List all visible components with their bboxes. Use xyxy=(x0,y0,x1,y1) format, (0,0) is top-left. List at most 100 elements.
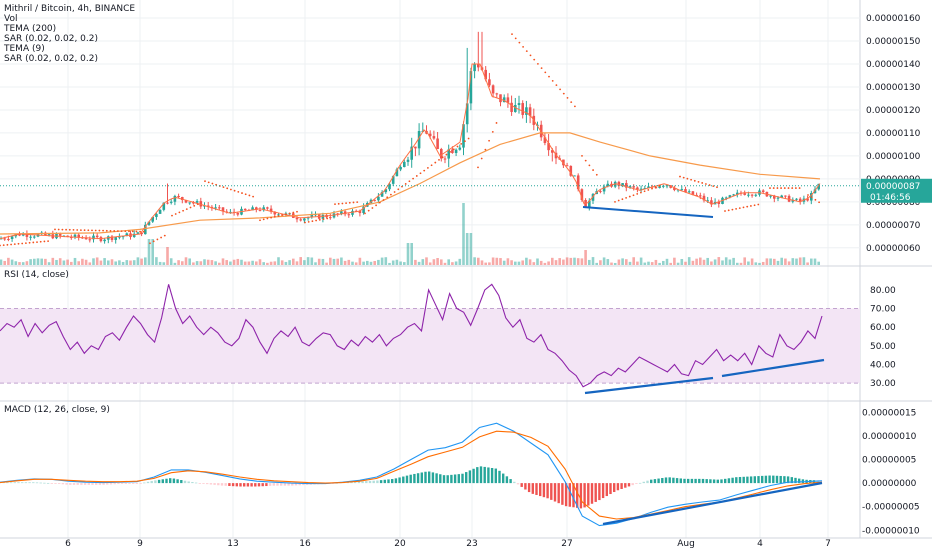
candle-body xyxy=(162,202,166,210)
macd-histogram-bar xyxy=(187,481,190,484)
candle-body xyxy=(573,175,576,177)
volume-bar xyxy=(458,258,462,265)
volume-bar xyxy=(144,257,147,265)
macd-histogram-bar xyxy=(95,483,98,485)
price-badge xyxy=(861,178,932,203)
candle-body xyxy=(399,167,402,170)
candle-body xyxy=(428,133,432,137)
macd-histogram-bar xyxy=(261,483,264,487)
volume-bar xyxy=(343,260,347,265)
study-tema-9[interactable]: TEMA (9) xyxy=(4,44,45,54)
volume-bar xyxy=(724,257,728,265)
volume-bar xyxy=(295,261,299,265)
candle-body xyxy=(358,211,362,214)
macd-histogram-bar xyxy=(83,483,87,485)
volume-bar xyxy=(721,260,724,265)
macd-histogram-bar xyxy=(272,483,275,486)
candle-body xyxy=(621,183,624,186)
time-axis[interactable]: 6 9 13 16 20 23 27 Aug 4 7 xyxy=(65,539,831,549)
study-sar-2[interactable]: SAR (0.02, 0.02, 0.2) xyxy=(4,54,99,64)
rsi-legend[interactable]: RSI (14, close) xyxy=(4,270,69,280)
volume-bar xyxy=(269,261,273,265)
candle-body xyxy=(780,195,783,198)
study-tema-200[interactable]: TEMA (200) xyxy=(4,24,57,34)
rsi-pane[interactable] xyxy=(0,283,860,395)
study-vol[interactable]: Vol xyxy=(4,14,18,24)
candle-body xyxy=(88,239,92,241)
volume-bar xyxy=(110,259,114,265)
macd-histogram-bar xyxy=(509,479,512,484)
volume-bar xyxy=(58,258,62,265)
macd-legend[interactable]: MACD (12, 26, close, 9) xyxy=(4,405,110,415)
candle-body xyxy=(454,149,458,154)
candle-body xyxy=(717,201,721,204)
volume-bar xyxy=(188,258,191,265)
candle-body xyxy=(362,206,365,214)
candle-body xyxy=(473,64,476,72)
sar-dot xyxy=(679,175,681,178)
volume-bar xyxy=(443,262,447,265)
candle-body xyxy=(7,238,10,240)
volume-bar xyxy=(732,257,735,265)
sar-dot xyxy=(708,184,711,186)
macd-histogram-bar xyxy=(109,483,113,485)
candle-body xyxy=(695,194,698,196)
volume-bar xyxy=(551,257,554,265)
sar-dot xyxy=(378,201,381,204)
candle-body xyxy=(462,124,465,148)
sar-dot xyxy=(438,159,440,161)
volume-bar xyxy=(399,261,402,265)
candle-body xyxy=(140,232,143,235)
macd-histogram-bar xyxy=(516,483,520,485)
volume-bar xyxy=(665,258,669,265)
candle-body xyxy=(18,234,21,236)
volume-bar xyxy=(754,262,758,265)
sar-dot xyxy=(128,230,130,233)
macd-histogram-bar xyxy=(416,473,420,484)
macd-histogram-bar xyxy=(749,476,753,484)
volume-bar xyxy=(421,259,425,265)
macd-histogram-bar xyxy=(65,483,68,485)
candle-body xyxy=(662,185,665,187)
candle-body xyxy=(784,195,787,197)
volume-bar xyxy=(3,260,6,265)
x-tick-label: 13 xyxy=(227,539,238,549)
candle-body xyxy=(144,224,147,235)
candle-body xyxy=(114,237,117,240)
macd-histogram-bar xyxy=(17,482,20,484)
volume-bar xyxy=(602,257,606,265)
rsi-tick-label: 60.00 xyxy=(870,323,896,333)
macd-histogram-bar xyxy=(402,476,405,484)
volume-bar xyxy=(273,261,277,265)
sar-dot xyxy=(57,228,60,231)
sar-dot xyxy=(193,204,196,207)
candle-body xyxy=(92,235,95,240)
macd-histogram-bar xyxy=(39,482,42,484)
sar-dot xyxy=(160,236,163,239)
sar-dot xyxy=(65,228,67,231)
macd-histogram-bar xyxy=(513,481,516,484)
macd-pane[interactable] xyxy=(0,422,823,527)
candle-body xyxy=(132,233,136,238)
macd-histogram-bar xyxy=(257,483,261,487)
candle-body xyxy=(195,201,199,203)
sar-dot xyxy=(174,213,177,215)
sar-dot xyxy=(570,101,573,104)
volume-bar xyxy=(132,260,136,265)
study-sar-1[interactable]: SAR (0.02, 0.02, 0.2) xyxy=(4,34,99,44)
sar-dot xyxy=(182,209,185,212)
symbol-title[interactable]: Mithril / Bitcoin, 4h, BINANCE xyxy=(4,4,136,14)
sar-dot xyxy=(120,230,123,233)
volume-bar xyxy=(73,257,77,265)
price-pane[interactable] xyxy=(0,31,860,265)
price-axes[interactable]: 0.00000160 0.00000150 0.00000140 0.00000130… xyxy=(861,14,932,536)
macd-histogram-bar xyxy=(228,483,231,486)
volume-bar xyxy=(806,262,809,265)
macd-histogram-bar xyxy=(457,474,460,484)
macd-histogram-bar xyxy=(687,478,690,484)
sar-dot xyxy=(614,200,616,203)
macd-tick-label: -0.00000010 xyxy=(862,526,920,536)
rsi-tick-label: 40.00 xyxy=(870,360,896,370)
volume-bar xyxy=(362,261,365,265)
